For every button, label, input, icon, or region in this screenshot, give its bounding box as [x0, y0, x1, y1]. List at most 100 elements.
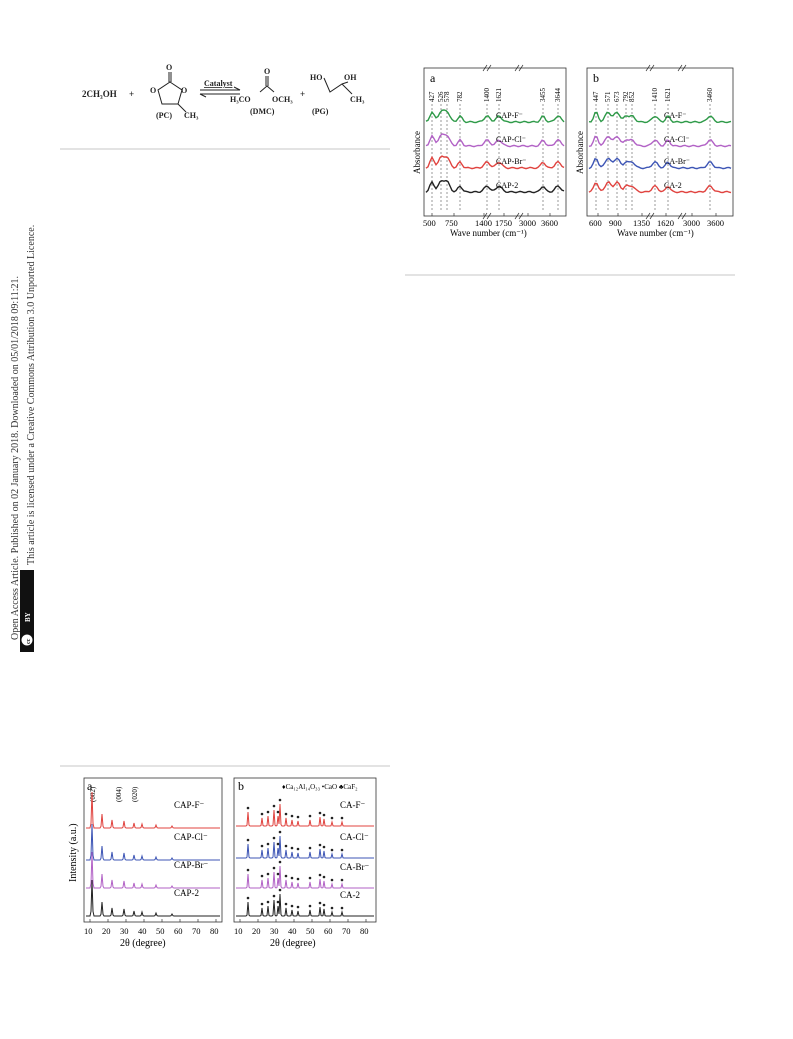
series-label: CA-F⁻	[340, 800, 366, 810]
phase-marker	[318, 873, 322, 877]
xrd-tick: 10	[234, 926, 243, 936]
xrd-tick: 60	[174, 926, 183, 936]
pg-methyl: CH₃	[350, 95, 365, 104]
phase-marker	[330, 878, 334, 882]
phase-marker	[276, 842, 280, 846]
phase-marker	[266, 842, 270, 846]
series-label: CAP-Cl⁻	[174, 832, 208, 842]
reaction-scheme: 2CH₃OH + O O O CH₃ (PC) Catalyst O H₃CO …	[82, 63, 365, 120]
peak-label: 1621	[664, 88, 672, 103]
ftir-b-tick: 1620	[657, 218, 674, 228]
peak-label: 1400	[483, 88, 491, 103]
ftir-series-line	[588, 111, 732, 124]
phase-marker	[272, 836, 276, 840]
phase-marker	[284, 844, 288, 848]
peak-label: 447	[592, 91, 600, 102]
series-label: CA-Br⁻	[340, 862, 369, 872]
license-sidebar-svg: Open Access Article. Published on 02 Jan…	[10, 225, 37, 652]
series-label: CAP-Br⁻	[496, 157, 526, 166]
xrd-panel-a: a Intensity (a.u.) 10 20 30 40 50 60 70 80 2θ (…	[68, 777, 223, 949]
pg-oh: OH	[344, 73, 357, 82]
phase-marker	[246, 806, 250, 810]
xrd-tick: 70	[192, 926, 201, 936]
divider-left-top	[60, 148, 390, 150]
phase-marker	[340, 906, 344, 910]
xrd-b-xlabel: 2θ (degree)	[270, 938, 316, 949]
peak-label: (002)	[89, 786, 97, 802]
series-label: CAP-Cl⁻	[496, 135, 526, 144]
cc-by-badge[interactable]: cc BY	[20, 570, 34, 652]
ftir-a-xlabel: Wave number (cm⁻¹)	[450, 228, 527, 238]
phase-marker	[296, 847, 300, 851]
ftir-panel-a: a Absorbance 500 750 1400 1750 3000 3600 Wave…	[412, 64, 567, 238]
phase-marker	[272, 804, 276, 808]
phase-marker	[260, 874, 264, 878]
phase-marker	[330, 906, 334, 910]
phase-marker	[322, 813, 326, 817]
ftir-series-line	[425, 155, 565, 170]
ftir-series-line	[588, 135, 732, 148]
dmc-left-group: H₃CO	[230, 95, 251, 104]
catalyst-label: Catalyst	[204, 79, 233, 88]
phase-marker	[266, 810, 270, 814]
peak-label: 673	[613, 91, 621, 102]
ftir-a-tick: 3000	[519, 218, 536, 228]
ftir-a-tick: 3600	[541, 218, 558, 228]
phase-marker	[340, 878, 344, 882]
phase-marker	[278, 888, 282, 892]
xrd-tick: 80	[210, 926, 219, 936]
ftir-b-letter: b	[593, 71, 599, 85]
phase-marker	[290, 876, 294, 880]
ftir-b-tick: 1350	[633, 218, 650, 228]
xrd-tick: 80	[360, 926, 369, 936]
xrd-series-line	[236, 865, 374, 889]
phase-marker	[290, 846, 294, 850]
peak-label: 571	[604, 91, 612, 102]
xrd-b-letter: b	[238, 779, 244, 793]
ftir-b-xlabel: Wave number (cm⁻¹)	[617, 228, 694, 238]
ftir-series-line	[588, 180, 732, 194]
series-label: CAP-2	[174, 888, 199, 898]
ftir-a-letter: a	[430, 71, 436, 85]
phase-marker	[284, 874, 288, 878]
ftir-b-tick: 3600	[707, 218, 724, 228]
peak-label: (020)	[131, 786, 139, 802]
phase-marker	[322, 875, 326, 879]
phase-marker	[322, 903, 326, 907]
peak-label: 578	[443, 91, 451, 102]
xrd-series-line	[86, 851, 220, 889]
ftir-series-line	[425, 133, 565, 148]
ftir-series-line	[425, 109, 565, 124]
xrd-a-letter: a	[87, 779, 93, 793]
xrd-series-line	[236, 893, 374, 917]
plus-sign: +	[129, 89, 134, 99]
phase-marker	[246, 838, 250, 842]
xrd-series-line	[236, 803, 374, 827]
ftir-a-tick: 1750	[495, 218, 512, 228]
phase-marker	[330, 816, 334, 820]
series-label: CAP-F⁻	[496, 111, 523, 120]
xrd-tick: 10	[84, 926, 93, 936]
phase-marker	[276, 900, 280, 904]
xrd-series-line	[86, 791, 220, 829]
ftir-b-tick: 600	[589, 218, 602, 228]
peak-label: 792	[622, 91, 630, 102]
by-label: BY	[24, 612, 32, 622]
phase-marker	[278, 830, 282, 834]
phase-marker	[278, 798, 282, 802]
peak-label: 3644	[554, 88, 562, 103]
series-label: CAP-Br⁻	[174, 860, 209, 870]
ftir-panel-b: b Absorbance 600 900 1350 1620 3000 3600 Wave…	[575, 64, 734, 238]
xrd-tick: 40	[288, 926, 297, 936]
pg-ho: HO	[310, 73, 322, 82]
ftir-series-line	[425, 179, 565, 194]
peak-label: 782	[456, 91, 464, 102]
series-label: CA-Br⁻	[664, 157, 690, 166]
peak-label: 427	[428, 91, 436, 102]
phase-marker	[276, 872, 280, 876]
xrd-tick: 30	[120, 926, 129, 936]
peak-label: 1410	[651, 88, 659, 103]
phase-marker	[260, 902, 264, 906]
phase-marker	[284, 812, 288, 816]
divider-left-bottom	[60, 765, 390, 767]
